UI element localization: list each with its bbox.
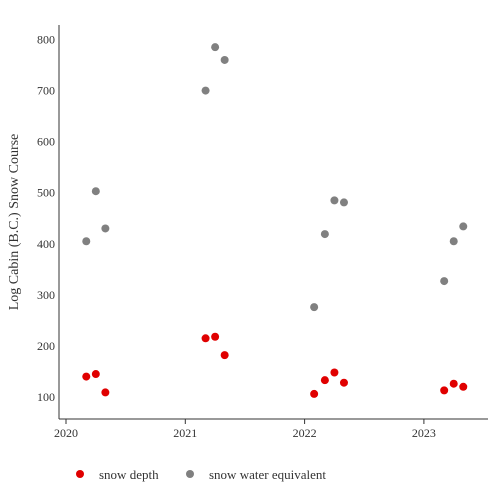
y-tick-label: 800 [37, 33, 55, 47]
x-tick-label: 2020 [54, 426, 78, 440]
legend-marker [76, 470, 84, 478]
snow-depth-point [449, 379, 458, 388]
legend-item-snow-depth[interactable]: snow depth [76, 467, 159, 482]
legend-item-snow-water-equivalent[interactable]: snow water equivalent [186, 467, 326, 482]
x-tick-labels: 2020 2021 2022 2023 [54, 419, 436, 440]
y-tick-label: 600 [37, 135, 55, 149]
snow-water-equivalent-point [82, 237, 91, 246]
snow-depth-point [440, 386, 449, 395]
snow-water-equivalent-point [91, 187, 100, 196]
snow-water-equivalent-point [459, 222, 468, 231]
x-tick-label: 2021 [173, 426, 197, 440]
legend-label: snow depth [99, 467, 159, 482]
snow-water-equivalent-point [211, 43, 220, 52]
y-tick-label: 700 [37, 84, 55, 98]
snow-depth-point [82, 372, 91, 381]
x-tick-label: 2022 [293, 426, 317, 440]
y-tick-label: 300 [37, 288, 55, 302]
snow-depth-point [320, 376, 329, 385]
legend-marker [186, 470, 194, 478]
snow-water-equivalent-point [449, 237, 458, 246]
snow-depth-point [339, 378, 348, 387]
y-tick-label: 500 [37, 186, 55, 200]
snow-water-equivalent-point [220, 55, 229, 64]
y-tick-label: 200 [37, 339, 55, 353]
snow-depth-point [220, 351, 229, 360]
legend[interactable]: snow depth snow water equivalent [76, 467, 326, 482]
snow-depth-point [459, 382, 468, 391]
legend-label: snow water equivalent [209, 467, 326, 482]
x-tick-label: 2023 [412, 426, 436, 440]
snow-water-equivalent-point [101, 224, 110, 233]
axes [58, 25, 488, 420]
y-tick-labels: 100 200 300 400 500 600 700 800 [37, 33, 55, 404]
snow-depth-point [91, 370, 100, 379]
snow-water-equivalent-point [310, 303, 319, 312]
snow-water-equivalent-point [320, 230, 329, 239]
snow-depth-point [330, 368, 339, 377]
snow-depth-point [310, 389, 319, 398]
data-points [82, 43, 468, 398]
snow-water-equivalent-point [330, 196, 339, 205]
snow-depth-point [211, 332, 220, 341]
y-tick-label: 100 [37, 390, 55, 404]
y-axis-title: Log Cabin (B.C.) Snow Course [7, 134, 22, 311]
snow-depth-point [101, 388, 110, 397]
snow-depth-point [201, 334, 210, 343]
snow-water-equivalent-point [201, 86, 210, 95]
snow-water-equivalent-point [339, 198, 348, 207]
snow-water-equivalent-point [440, 277, 449, 286]
y-tick-label: 400 [37, 237, 55, 251]
